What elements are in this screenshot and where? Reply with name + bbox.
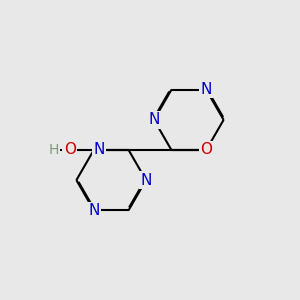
- Text: N: N: [140, 172, 152, 188]
- Text: O: O: [200, 142, 212, 158]
- Text: O: O: [64, 142, 76, 158]
- Text: N: N: [88, 203, 100, 218]
- Text: N: N: [94, 142, 105, 158]
- Text: N: N: [148, 112, 160, 128]
- Text: H: H: [48, 143, 59, 157]
- Text: N: N: [200, 82, 212, 97]
